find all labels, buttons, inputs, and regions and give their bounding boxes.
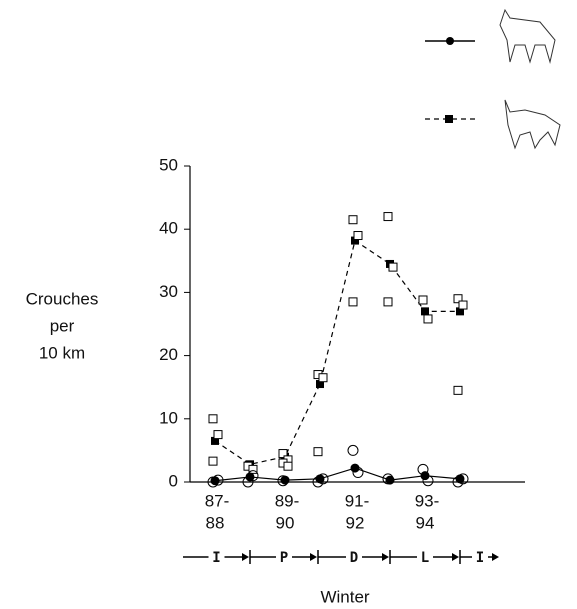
x-tick-label: 94 (416, 513, 435, 532)
y-tick-label: 30 (159, 282, 178, 301)
point (208, 414, 218, 424)
point (352, 467, 364, 479)
point (420, 471, 430, 481)
phase-label: I (476, 550, 484, 566)
point (453, 294, 463, 304)
x-tick-label: 93- (415, 491, 440, 510)
phase-arrow (310, 553, 317, 561)
point (348, 215, 358, 225)
phase-arrow (242, 553, 249, 561)
legend-wolf (425, 8, 556, 64)
point (423, 314, 433, 324)
x-tick-label: 90 (276, 513, 295, 532)
phase-arrow (452, 553, 459, 561)
x-tick-label: 91- (345, 491, 370, 510)
series-line (214, 467, 461, 482)
y-tick-label: 0 (169, 471, 178, 490)
point (417, 463, 429, 475)
y-tick-label: 10 (159, 408, 178, 427)
point (207, 476, 219, 488)
point (353, 231, 363, 241)
point (457, 473, 469, 485)
x-tick-label: 92 (346, 513, 365, 532)
legend-lynx (425, 99, 561, 150)
point (277, 475, 289, 487)
point (351, 236, 359, 245)
x-tick-label: 89- (275, 491, 300, 510)
point (248, 464, 258, 474)
phase-arrow (492, 553, 499, 561)
phase-label: L (421, 550, 429, 566)
point (385, 475, 395, 485)
y-tick-label: 40 (159, 219, 178, 238)
point (212, 474, 224, 486)
point (383, 297, 393, 307)
phase-label: P (280, 550, 288, 566)
series-line (214, 239, 460, 465)
y-axis-label: per (50, 316, 75, 335)
point (388, 262, 398, 272)
point (247, 470, 259, 482)
point (456, 307, 464, 316)
point (316, 380, 324, 389)
x-tick-label: 88 (206, 513, 225, 532)
point (313, 447, 323, 457)
y-axis-label: Crouches (26, 289, 99, 308)
y-tick-label: 50 (159, 155, 178, 174)
point (213, 430, 223, 440)
point (458, 300, 468, 310)
point (283, 461, 293, 471)
phase-label: D (350, 550, 358, 566)
point (317, 473, 329, 485)
phase-arrow (382, 553, 389, 561)
y-tick-label: 20 (159, 345, 178, 364)
y-axis-label: 10 km (39, 343, 85, 362)
phase-label: I (212, 550, 220, 566)
point (422, 475, 434, 487)
point (347, 444, 359, 456)
point (383, 212, 393, 222)
point (211, 436, 219, 445)
x-axis-label: Winter (320, 587, 369, 606)
point (208, 456, 218, 466)
point (318, 373, 328, 383)
point (348, 297, 358, 307)
x-tick-label: 87- (205, 491, 230, 510)
point (278, 449, 288, 459)
point (453, 385, 463, 395)
point (382, 473, 394, 485)
point (418, 295, 428, 305)
point (421, 307, 429, 316)
